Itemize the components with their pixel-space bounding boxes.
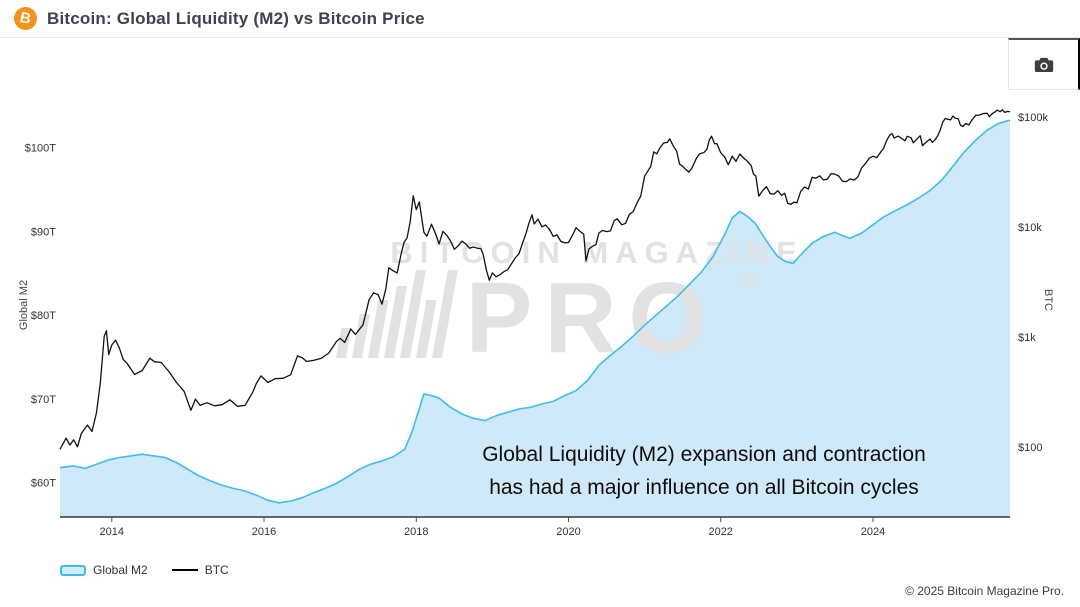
x-tick-label: 2020 — [556, 526, 580, 538]
legend-label-btc: BTC — [204, 563, 229, 577]
svg-text:®: ® — [742, 270, 757, 292]
annotation-line-2: has had a major influence on all Bitcoin… — [489, 476, 919, 499]
svg-text:BITCOIN MAGAZINE: BITCOIN MAGAZINE — [390, 235, 803, 270]
right-axis-tick-label: $1k — [1018, 332, 1036, 344]
toolbar — [0, 38, 1080, 90]
left-axis-tick-label: $80T — [31, 310, 56, 322]
left-axis-tick-label: $90T — [31, 227, 56, 239]
legend-item-global-m2[interactable]: Global M2 — [60, 563, 148, 577]
right-axis-tick-label: $100k — [1018, 112, 1048, 124]
global-m2-line — [59, 119, 1011, 504]
svg-text:PRO: PRO — [466, 262, 719, 374]
bitcoin-logo-icon: B — [14, 7, 37, 30]
left-axis-tick-label: $100T — [25, 143, 56, 155]
global-m2-area — [60, 120, 1010, 517]
left-axis-tick-label: $70T — [31, 394, 56, 406]
x-tick-label: 2024 — [861, 526, 885, 538]
right-axis-title: BTC — [1042, 289, 1054, 311]
legend-label-global-m2: Global M2 — [93, 563, 148, 577]
x-tick-label: 2018 — [404, 526, 428, 538]
x-tick-label: 2022 — [708, 526, 732, 538]
camera-icon — [1034, 57, 1053, 72]
right-axis-tick-label: $100 — [1018, 442, 1042, 454]
btc-swatch-icon — [171, 569, 198, 571]
page-title: Bitcoin: Global Liquidity (M2) vs Bitcoi… — [47, 8, 425, 28]
x-tick-label: 2014 — [100, 526, 124, 538]
right-axis-tick-label: $10k — [1018, 222, 1042, 234]
legend-item-btc[interactable]: BTC — [171, 563, 229, 577]
x-tick-label: 2016 — [252, 526, 276, 538]
left-axis-title: Global M2 — [18, 279, 30, 331]
chart-annotation: Global Liquidity (M2) expansion and cont… — [430, 438, 978, 504]
footer-copyright: © 2025 Bitcoin Magazine Pro. — [905, 584, 1064, 598]
left-axis-tick-label: $60T — [31, 478, 56, 490]
annotation-line-1: Global Liquidity (M2) expansion and cont… — [482, 443, 926, 466]
camera-screenshot-button[interactable] — [1008, 38, 1080, 90]
global-m2-swatch-icon — [60, 564, 86, 576]
header: B Bitcoin: Global Liquidity (M2) vs Bitc… — [0, 0, 1080, 38]
btc-line — [59, 109, 1011, 450]
legend: Global M2 BTC — [60, 563, 229, 577]
